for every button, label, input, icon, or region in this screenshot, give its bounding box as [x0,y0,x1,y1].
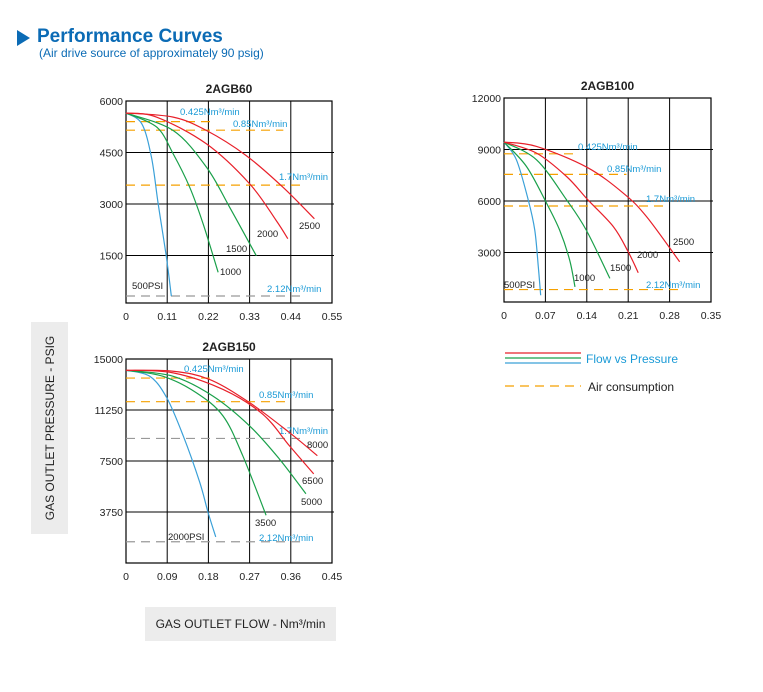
x-tick-label: 0.14 [577,310,598,322]
curve-label: 2000 [257,229,278,240]
y-axis-label-box: GAS OUTLET PRESSURE - PSIG [31,322,68,534]
y-tick-label: 4500 [100,148,124,160]
x-tick-label: 0.11 [157,311,177,323]
curve-label: 2500 [673,237,694,248]
x-tick-label: 0 [123,571,129,583]
air-consumption-label: 1.7Nm³/min [279,172,328,183]
flow-pressure-curve [503,141,681,263]
page-subtitle: (Air drive source of approximately 90 ps… [39,46,264,60]
y-tick-label: 3000 [478,248,502,260]
air-consumption-label: 0.85Nm³/min [233,119,287,130]
flow-pressure-curve [125,369,315,475]
triangle-right-icon [17,30,30,46]
air-consumption-label: 0.85Nm³/min [607,164,661,175]
air-consumption-label: 2.12Nm³/min [259,533,313,544]
plot-frame [503,97,712,303]
air-consumption-label: 1.7Nm³/min [646,194,695,205]
chart-title: 2AGB100 [581,79,635,93]
curve-label: 1500 [226,244,247,255]
legend: Flow vs Pressure Air consumption [505,352,678,394]
x-tick-label: 0 [501,310,507,322]
flow-pressure-curve [125,369,318,457]
curve-label: 500PSI [132,281,163,292]
curve-label: 500PSI [504,280,535,291]
page-title: Performance Curves [37,26,223,47]
flow-pressure-curve [503,141,576,287]
curve-label: 2000 [637,250,658,261]
x-tick-label: 0.18 [198,571,219,583]
x-tick-label: 0.45 [322,571,343,583]
air-consumption-label: 0.425Nm³/min [180,107,240,118]
y-tick-label: 15000 [94,354,123,366]
x-tick-label: 0.44 [281,311,302,323]
y-tick-label: 9000 [478,145,502,157]
x-tick-label: 0.36 [281,571,302,583]
curve-label: 5000 [301,497,322,508]
y-tick-label: 6000 [478,196,502,208]
y-tick-label: 1500 [100,251,124,263]
flow-pressure-curve [503,141,542,296]
flow-pressure-curve [125,112,257,257]
chart-2agb100: 2AGB100 0 0.07 0.14 0.21 0.28 0.35 3000 6000 9000… [472,79,722,322]
legend-air-label: Air consumption [588,380,674,394]
chart-title: 2AGB60 [206,82,253,96]
x-tick-label: 0.09 [157,571,178,583]
y-tick-label: 12000 [472,93,501,105]
curve-label: 2000PSI [168,532,204,543]
x-axis-label: GAS OUTLET FLOW - Nm³/min [155,617,326,631]
flow-pressure-curve [125,112,219,273]
x-tick-label: 0 [123,311,129,323]
chart-title: 2AGB150 [202,340,256,354]
x-tick-label: 0.27 [239,571,260,583]
x-tick-label: 0.55 [322,311,343,323]
flow-pressure-curve [503,141,639,274]
curve-label: 2500 [299,221,320,232]
air-consumption-label: 2.12Nm³/min [267,284,321,295]
x-tick-label: 0.35 [701,310,722,322]
curve-label: 3500 [255,518,276,529]
flow-pressure-curve [125,112,289,239]
air-consumption-label: 0.85Nm³/min [259,390,313,401]
legend-flow-label: Flow vs Pressure [586,352,678,366]
chart-2agb60: 2AGB60 0 0.11 0.22 0.33 0.44 0.55 1500 3000 4500 6… [100,82,343,323]
x-axis-label-box: GAS OUTLET FLOW - Nm³/min [145,607,336,641]
curve-label: 1000 [220,267,241,278]
flow-pressure-curve [125,112,172,297]
air-consumption-label: 2.12Nm³/min [646,280,700,291]
curve-label: 1500 [610,263,631,274]
air-consumption-label: 0.425Nm³/min [578,142,638,153]
curve-label: 6500 [302,476,323,487]
flow-pressure-curve [125,369,267,516]
y-tick-label: 6000 [100,96,124,108]
y-tick-label: 3000 [100,199,124,211]
y-tick-label: 7500 [100,456,124,468]
y-tick-label: 11250 [95,405,124,417]
air-consumption-label: 1.7Nm³/min [279,426,328,437]
plot-frame [125,100,333,304]
flow-pressure-curve [125,369,307,495]
x-tick-label: 0.22 [198,311,219,323]
x-tick-label: 0.07 [535,310,556,322]
curve-label: 8000 [307,440,328,451]
flow-pressure-curve [125,112,315,220]
x-tick-label: 0.21 [618,310,639,322]
curve-label: 1000 [574,273,595,284]
flow-pressure-curve [125,369,217,538]
chart-2agb150: 2AGB150 0 0.09 0.18 0.27 0.36 0.45 3750 7500 1125… [94,340,343,583]
x-tick-label: 0.33 [239,311,260,323]
air-consumption-label: 0.425Nm³/min [184,364,244,375]
x-tick-label: 0.28 [659,310,680,322]
flow-pressure-curve [503,141,611,279]
y-tick-label: 3750 [100,507,124,519]
